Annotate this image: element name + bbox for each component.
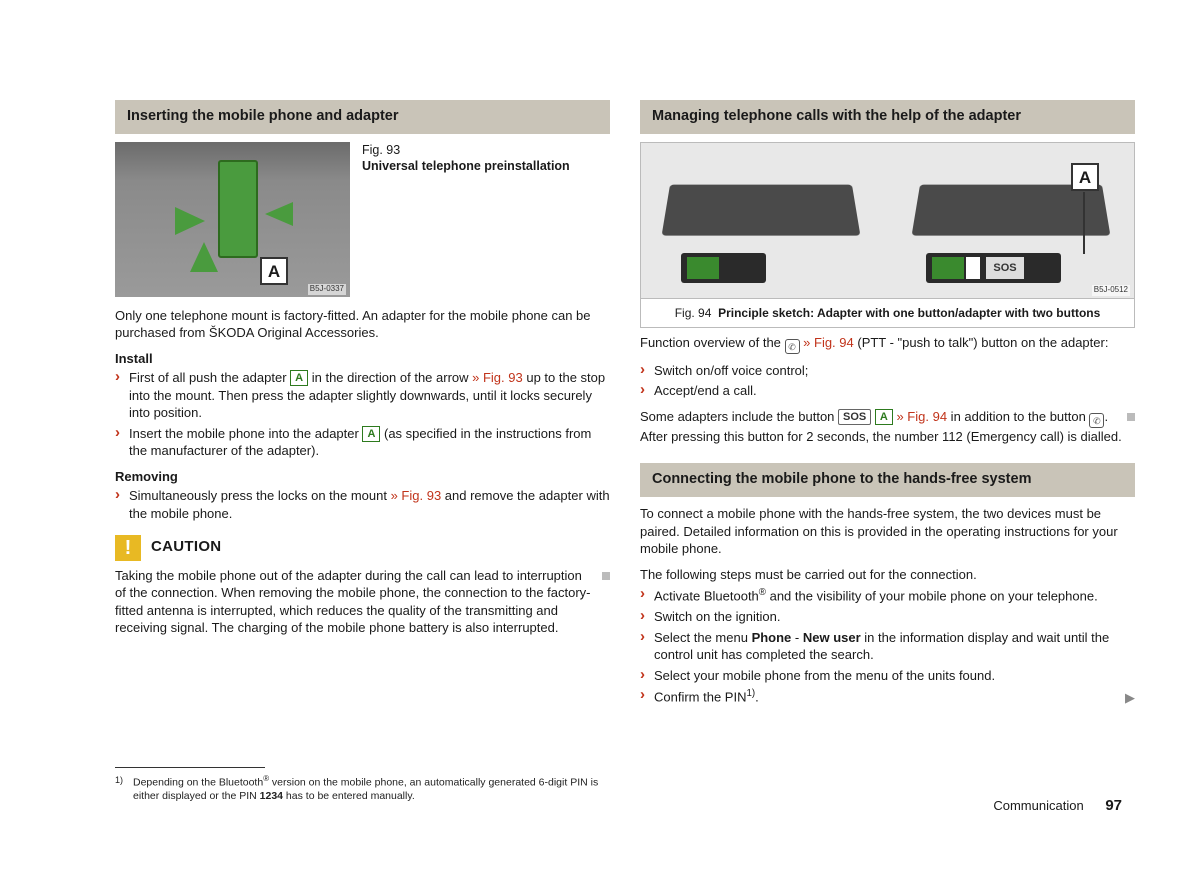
figure-number: Fig. 93	[362, 142, 570, 159]
list-item: Simultaneously press the locks on the mo…	[115, 487, 610, 522]
sos-paragraph: Some adapters include the button SOS A »…	[640, 408, 1135, 446]
list-item: ▶ Confirm the PIN1).	[640, 687, 1135, 706]
figure-94-block: SOS A B5J-0512 Fig. 94 Principle sketch:…	[640, 142, 1135, 328]
figure-title: Principle sketch: Adapter with one butto…	[718, 306, 1100, 320]
adapter-highlight	[218, 160, 258, 258]
section-end-icon	[1127, 413, 1135, 421]
connecting-list: Activate Bluetooth® and the visibility o…	[640, 586, 1135, 706]
ptt-icon: ✆	[1089, 413, 1104, 428]
section-heading-inserting: Inserting the mobile phone and adapter	[115, 100, 610, 134]
divider-icon	[966, 257, 980, 279]
connecting-intro: To connect a mobile phone with the hands…	[640, 505, 1135, 558]
sos-button-label: SOS	[986, 257, 1024, 279]
figure-93-block: A B5J-0337 Fig. 93 Universal telephone p…	[115, 142, 610, 297]
fig-ref-link: » Fig. 93	[391, 488, 442, 503]
list-item: Switch on/off voice control;	[640, 362, 1135, 380]
list-item: First of all push the adapter A in the d…	[115, 369, 610, 422]
figure-ref-code: B5J-0512	[1092, 285, 1130, 296]
figure-ref-code: B5J-0337	[308, 284, 346, 295]
caution-title: CAUTION	[151, 537, 221, 557]
button-strip-one	[681, 253, 766, 283]
ptt-button-icon	[932, 257, 964, 279]
connecting-steps-head: The following steps must be carried out …	[640, 566, 1135, 584]
figure-93-caption: Fig. 93 Universal telephone preinstallat…	[362, 142, 570, 297]
list-item: Accept/end a call.	[640, 382, 1135, 400]
removing-heading: Removing	[115, 468, 610, 486]
continue-arrow-icon: ▶	[1125, 689, 1135, 707]
figure-94-image: SOS A B5J-0512	[641, 143, 1134, 298]
sos-box: SOS	[838, 409, 871, 425]
arrow-icon	[265, 202, 293, 226]
right-column: Managing telephone calls with the help o…	[640, 100, 1135, 804]
fig-ref-link: » Fig. 94	[896, 409, 947, 424]
label-a-box: A	[362, 426, 380, 442]
adapter-two-button	[912, 184, 1111, 235]
callout-line	[1083, 192, 1085, 254]
footnote: 1) Depending on the Bluetooth® version o…	[115, 774, 610, 804]
function-list: Switch on/off voice control; Accept/end …	[640, 362, 1135, 400]
section-heading-managing: Managing telephone calls with the help o…	[640, 100, 1135, 134]
figure-93-image: A B5J-0337	[115, 142, 350, 297]
page-footer: Communication 97	[993, 796, 1122, 816]
figure-title: Universal telephone preinstallation	[362, 158, 570, 175]
footer-section-name: Communication	[993, 798, 1083, 813]
list-item: Activate Bluetooth® and the visibility o…	[640, 586, 1135, 605]
page-number: 97	[1105, 797, 1122, 814]
list-item: Select the menu Phone - New user in the …	[640, 629, 1135, 664]
callout-a-label: A	[260, 257, 288, 285]
install-list: First of all push the adapter A in the d…	[115, 369, 610, 460]
footnote-number: 1)	[115, 774, 123, 786]
arrow-icon	[175, 207, 205, 235]
fig-ref-link: » Fig. 93	[472, 370, 523, 385]
section-end-icon	[602, 572, 610, 580]
label-a-box: A	[290, 370, 308, 386]
figure-number: Fig. 94	[675, 306, 712, 320]
caution-text: Taking the mobile phone out of the adapt…	[115, 567, 610, 637]
list-item: Insert the mobile phone into the adapter…	[115, 425, 610, 460]
install-heading: Install	[115, 350, 610, 368]
section-heading-connecting: Connecting the mobile phone to the hands…	[640, 463, 1135, 497]
figure-94-caption: Fig. 94 Principle sketch: Adapter with o…	[641, 298, 1134, 327]
intro-paragraph: Only one telephone mount is factory-fitt…	[115, 307, 610, 342]
footnote-rule	[115, 767, 265, 768]
ptt-icon: ✆	[785, 339, 800, 354]
caution-icon: !	[115, 535, 141, 561]
label-a-box: A	[875, 409, 893, 425]
list-item: Switch on the ignition.	[640, 608, 1135, 626]
removing-list: Simultaneously press the locks on the mo…	[115, 487, 610, 522]
adapter-one-button	[662, 184, 861, 235]
function-overview-text: Function overview of the ✆ » Fig. 94 (PT…	[640, 334, 1135, 354]
fig-ref-link: » Fig. 94	[803, 335, 854, 350]
caution-block: ! CAUTION Taking the mobile phone out of…	[115, 535, 610, 637]
arrow-icon	[190, 242, 218, 272]
list-item: Select your mobile phone from the menu o…	[640, 667, 1135, 685]
left-column: Inserting the mobile phone and adapter A…	[115, 100, 610, 804]
callout-a-label: A	[1071, 163, 1099, 191]
button-strip-two: SOS	[926, 253, 1061, 283]
